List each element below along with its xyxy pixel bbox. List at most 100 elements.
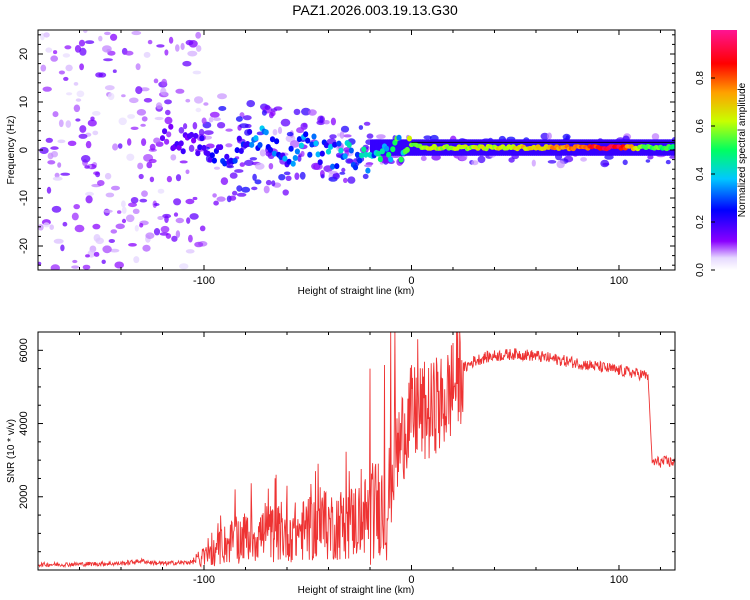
ridge-mark xyxy=(332,141,338,148)
noise-blob xyxy=(265,179,272,186)
spec-xtick-label: 100 xyxy=(610,275,628,287)
ridge-mark xyxy=(236,135,242,142)
noise-blob xyxy=(51,205,62,213)
noise-blob xyxy=(604,154,614,160)
noise-blob xyxy=(65,120,72,128)
noise-blob xyxy=(270,110,276,117)
noise-blob xyxy=(145,232,155,239)
noise-blob xyxy=(135,63,141,71)
noise-blob xyxy=(289,140,300,148)
noise-blob xyxy=(343,134,352,138)
ridge-mark xyxy=(338,147,344,154)
noise-blob xyxy=(645,159,651,163)
noise-blob xyxy=(263,185,270,194)
spectrogram-marks xyxy=(38,30,675,270)
noise-blob xyxy=(192,122,198,130)
noise-blob xyxy=(62,221,68,227)
snr-panel: -100 0 100 2000 4000 6000 Height of straight … xyxy=(6,331,676,596)
noise-blob xyxy=(73,104,81,113)
noise-blob xyxy=(54,172,60,178)
noise-blob xyxy=(226,165,234,169)
colorbar-label: Normalized spectral amplitude xyxy=(737,82,748,217)
noise-blob xyxy=(600,159,610,168)
noise-blob xyxy=(259,149,266,157)
noise-blob xyxy=(431,154,441,161)
noise-blob xyxy=(186,217,191,224)
ridge-mark xyxy=(323,142,329,149)
noise-blob xyxy=(75,98,82,102)
noise-blob xyxy=(175,230,181,238)
colorbar-axes: 0.0 0.2 0.4 0.6 0.8 xyxy=(695,71,715,277)
noise-blob xyxy=(540,132,550,140)
noise-blob xyxy=(562,133,571,140)
ridge-band xyxy=(407,139,411,156)
ridge-mark xyxy=(311,133,317,140)
ridge-mark xyxy=(211,157,217,164)
noise-blob xyxy=(236,185,243,192)
noise-blob xyxy=(43,222,50,228)
noise-blob xyxy=(531,159,536,167)
noise-blob xyxy=(232,190,238,196)
noise-blob xyxy=(153,228,161,236)
noise-blob xyxy=(40,64,47,72)
ridge-mark xyxy=(290,160,296,167)
noise-blob xyxy=(157,188,165,194)
noise-blob xyxy=(217,93,227,100)
cb-tick-label: 0.4 xyxy=(695,167,706,181)
ridge-mark xyxy=(303,131,309,138)
noise-blob xyxy=(50,55,58,62)
noise-blob xyxy=(67,140,77,146)
noise-blob xyxy=(185,169,190,175)
noise-blob xyxy=(78,133,88,139)
noise-blob xyxy=(105,192,115,198)
ridge-band xyxy=(411,139,415,156)
noise-blob xyxy=(95,72,103,78)
noise-blob xyxy=(160,225,170,233)
noise-blob xyxy=(85,195,93,204)
noise-blob xyxy=(107,92,115,101)
noise-blob xyxy=(79,63,84,71)
noise-blob xyxy=(196,45,202,52)
noise-blob xyxy=(139,223,144,228)
noise-blob xyxy=(376,134,386,140)
ridge-mark xyxy=(168,123,174,130)
noise-blob xyxy=(126,153,135,161)
ridge-mark xyxy=(263,129,269,136)
ridge-mark xyxy=(269,136,276,143)
noise-blob xyxy=(339,131,345,139)
noise-blob xyxy=(239,162,245,167)
noise-blob xyxy=(93,251,100,257)
noise-blob xyxy=(134,225,139,232)
ridge-mark xyxy=(162,128,168,135)
ridge-mark xyxy=(207,156,213,163)
noise-blob xyxy=(43,32,50,38)
noise-blob xyxy=(236,192,247,197)
ridge-mark xyxy=(197,144,203,151)
ridge-mark xyxy=(361,146,367,153)
ridge-mark xyxy=(336,140,342,147)
noise-blob xyxy=(117,210,122,214)
ridge-mark xyxy=(178,140,184,147)
snr-ytick-label: 6000 xyxy=(18,338,30,362)
noise-blob xyxy=(131,30,142,36)
cb-tick-label: 0.6 xyxy=(695,119,706,133)
snr-xtick-label: 100 xyxy=(610,574,628,586)
ridge-mark xyxy=(253,135,259,142)
noise-blob xyxy=(111,185,120,191)
noise-blob xyxy=(477,155,486,164)
noise-blob xyxy=(216,196,226,202)
noise-blob xyxy=(192,196,198,201)
noise-blob xyxy=(42,86,52,92)
noise-blob xyxy=(85,40,95,44)
snr-xtick-label: -100 xyxy=(193,574,215,586)
ridge-mark xyxy=(309,141,315,148)
ridge-band xyxy=(403,139,407,156)
noise-blob xyxy=(47,152,54,160)
ridge-mark xyxy=(188,131,195,138)
snr-frame xyxy=(37,331,676,571)
ridge-mark xyxy=(159,135,166,142)
noise-blob xyxy=(136,109,147,116)
noise-blob xyxy=(170,154,177,161)
ridge-band xyxy=(388,139,393,156)
